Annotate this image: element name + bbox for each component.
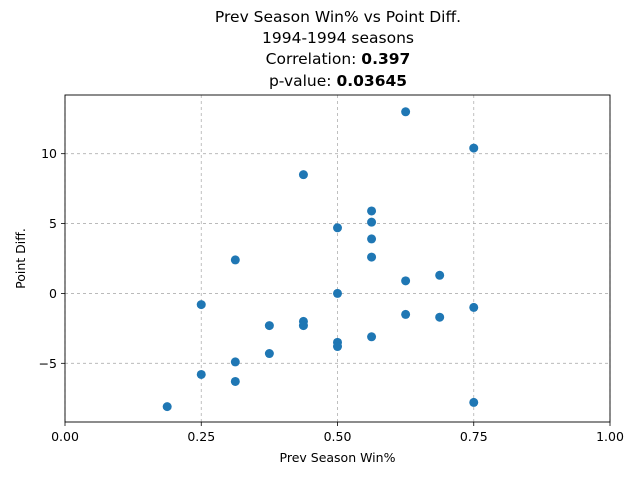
scatter-point <box>196 369 206 379</box>
scatter-point <box>298 170 308 180</box>
x-tick-label: 0.75 <box>460 429 488 444</box>
scatter-point <box>401 107 411 117</box>
data-points <box>162 107 479 412</box>
scatter-point <box>333 223 342 233</box>
correlation-label: Correlation: <box>266 50 362 68</box>
correlation-line: Correlation: 0.397 <box>266 50 411 68</box>
scatter-point <box>230 255 240 265</box>
scatter-point <box>435 312 445 322</box>
scatter-point <box>367 332 377 342</box>
pvalue-value: 0.03645 <box>336 72 407 90</box>
scatter-point <box>367 234 377 244</box>
plot-frame <box>64 94 611 423</box>
scatter-point <box>469 143 479 153</box>
scatter-point <box>367 206 377 216</box>
scatter-point <box>162 402 172 412</box>
chart-title-line-2: 1994-1994 seasons <box>262 29 414 47</box>
pvalue-label: p-value: <box>269 72 337 90</box>
scatter-point <box>230 357 240 367</box>
scatter-point <box>230 376 240 386</box>
x-tick-label: 1.00 <box>596 429 624 444</box>
x-tick-label: 0.25 <box>187 429 215 444</box>
chart-title-line-1: Prev Season Win% vs Point Diff. <box>215 8 461 26</box>
scatter-point <box>401 309 411 319</box>
x-tick-label: 0.00 <box>51 429 79 444</box>
y-tick-label: 10 <box>41 146 57 161</box>
axis-ticks: 0.00 0.25 0.50 0.75 1.00 −5 0 5 10 <box>39 146 624 444</box>
scatter-point <box>264 321 274 331</box>
grid-lines <box>64 95 611 422</box>
scatter-point <box>264 349 274 359</box>
y-tick-label: −5 <box>39 356 57 371</box>
pvalue-line: p-value: 0.03645 <box>269 72 407 90</box>
scatter-point <box>196 300 206 310</box>
y-tick-label: 0 <box>49 286 57 301</box>
y-axis-label: Point Diff. <box>13 228 28 289</box>
scatter-point <box>367 252 377 262</box>
scatter-point <box>435 270 445 280</box>
scatter-point <box>367 217 377 227</box>
scatter-point <box>469 397 479 407</box>
scatter-point <box>333 342 342 352</box>
x-axis-label: Prev Season Win% <box>280 450 396 465</box>
x-tick-label: 0.50 <box>324 429 352 444</box>
scatter-point <box>298 321 308 331</box>
y-tick-label: 5 <box>49 216 57 231</box>
correlation-value: 0.397 <box>361 50 410 68</box>
scatter-point <box>333 288 342 298</box>
scatter-point <box>401 276 411 286</box>
scatter-point <box>469 302 479 312</box>
chart-title: Prev Season Win% vs Point Diff. 1994-199… <box>215 8 461 90</box>
